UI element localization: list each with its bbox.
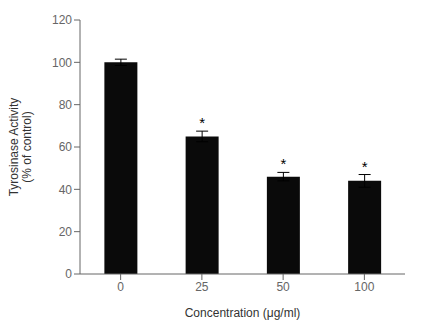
svg-text:0: 0 — [117, 280, 124, 294]
svg-text:*: * — [362, 158, 368, 175]
svg-text:20: 20 — [59, 225, 73, 239]
svg-text:Tyrosinase Activity(% of contr: Tyrosinase Activity(% of control) — [7, 98, 34, 197]
svg-text:0: 0 — [65, 267, 72, 281]
svg-text:50: 50 — [276, 280, 290, 294]
svg-text:120: 120 — [52, 13, 72, 27]
svg-text:100: 100 — [354, 280, 374, 294]
svg-text:100: 100 — [52, 56, 72, 70]
svg-text:40: 40 — [59, 183, 73, 197]
svg-text:*: * — [280, 155, 286, 172]
svg-text:Concentration (μg/ml): Concentration (μg/ml) — [185, 306, 301, 320]
svg-text:80: 80 — [59, 98, 73, 112]
svg-text:25: 25 — [195, 280, 209, 294]
svg-text:60: 60 — [59, 140, 73, 154]
svg-text:*: * — [199, 114, 205, 131]
